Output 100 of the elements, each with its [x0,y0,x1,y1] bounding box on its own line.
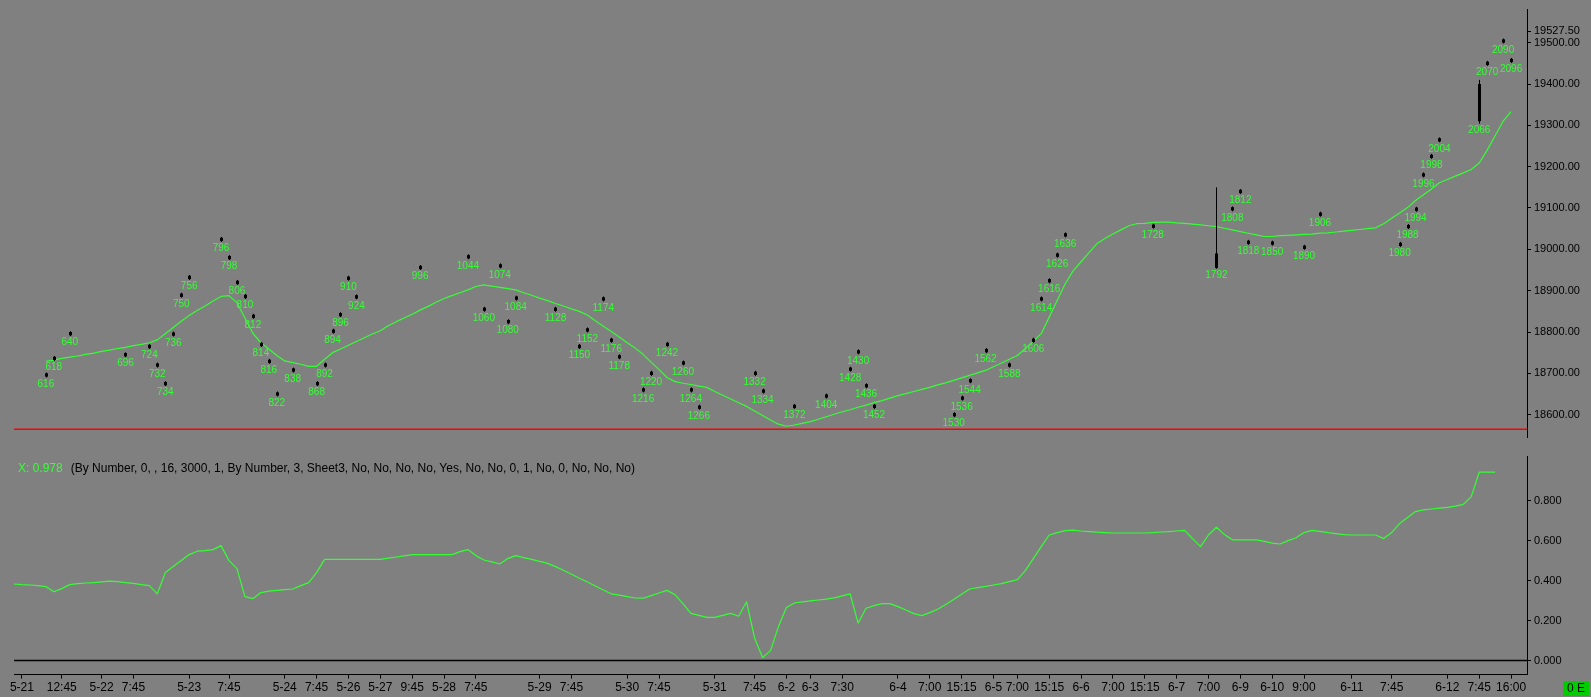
text: 1544 [958,383,981,395]
text: 1606 [1022,343,1045,354]
y-tick-label: 0.000 [1534,653,1562,666]
y-tick-label: 19400.00 [1534,77,1580,90]
text: 1372 [783,409,806,421]
text: 750 [172,297,190,309]
text: 2090 [1491,43,1515,55]
text: 2096 [1499,63,1523,75]
text: 1266 [687,409,710,421]
x-tick-label: 7:45 [217,680,242,695]
text: 1792 [1205,269,1228,281]
x-tick-label: 7:00 [1101,680,1125,695]
text: 736 [164,336,182,348]
text: 1260 [671,365,695,377]
x-tick-label: 6-2 [777,680,796,695]
annotation: (By Number, 0, , 16, 3000, 1, By Number, 3, Sheet3, No, No, No, No, Yes, No, No, 0, 1, No, 0, No, No, No) [70,460,635,475]
text: 1536 [950,400,973,412]
x-tick-label: 6-10 [1260,680,1285,695]
text: 1332 [743,376,766,388]
text: 1436 [854,388,878,400]
text: 1074 [488,268,511,280]
y-tick-label: 18600.00 [1534,407,1580,420]
x-tick-label: 6-9 [1231,680,1250,695]
text: 814 [252,347,270,359]
x-tick-label: 6-11 [1340,680,1364,695]
text: 868 [308,386,325,398]
text: 1996 [1412,177,1435,189]
annotation: X: 0.978 [18,460,64,475]
text: 1080 [496,324,519,336]
text: 1818 [1237,245,1260,257]
text: 2070 [1476,66,1499,78]
text: 1636 [1054,237,1077,249]
text: 1890 [1292,250,1316,261]
x-tick-label: 9:00 [1292,680,1317,695]
text: 822 [268,396,286,408]
x-tick-label: 5-24 [272,680,298,695]
text: 724 [141,349,158,361]
y-tick-label: 18700.00 [1534,366,1580,379]
x-tick-label: 5-22 [89,680,114,695]
text: 894 [324,333,341,345]
text: 1728 [1141,228,1164,240]
text: 640 [61,336,79,348]
x-tick-label: 15:15 [1034,680,1065,695]
x-tick-label: 15:15 [1129,680,1161,695]
x-tick-label: 5-31 [702,680,728,695]
y-tick-label: 19100.00 [1534,201,1580,214]
x-tick-label: 5-29 [527,680,552,695]
y-tick-label: 19500.00 [1534,35,1580,48]
y-tick-label: 19000.00 [1534,242,1580,255]
x-tick-label: 7:45 [1379,680,1404,695]
x-tick-label: 5-27 [368,680,393,695]
text: 810 [236,299,254,311]
x-tick-label: 7:00 [1005,680,1030,695]
x-tick-label: 5-26 [336,680,361,695]
x-tick-label: 7:45 [647,680,672,695]
x-tick-label: 7:45 [464,680,488,695]
x-tick-label: 6-7 [1167,680,1186,695]
text: 1264 [679,392,702,404]
x-tick-label: 6-4 [889,680,907,695]
x-tick-label: 6-5 [984,680,1003,695]
text: 896 [332,317,349,329]
y-tick-label: 0.200 [1534,613,1562,626]
text: 618 [45,361,63,373]
text: 1452 [862,409,886,421]
x-tick-label: 5-23 [177,680,202,695]
text: 1428 [839,371,862,383]
x-tick-label: 7:45 [304,680,329,695]
y-tick-label: 18900.00 [1534,283,1580,296]
x-tick-label: 6-12 [1435,680,1460,695]
text: 1626 [1046,257,1069,269]
x-tick-label: 7:00 [918,680,942,695]
text: 1994 [1404,211,1427,223]
text: 1430 [846,354,870,366]
text: 1808 [1221,211,1244,223]
text: 0 E [1566,681,1585,696]
text: 1216 [631,392,655,404]
text: 732 [148,367,166,379]
text: 1530 [942,417,965,429]
text: 838 [284,372,302,384]
text: 996 [411,270,429,282]
text: 1334 [751,393,774,405]
text: 798 [220,260,238,272]
text: 1614 [1030,301,1053,313]
x-tick-label: 12:45 [46,680,78,695]
y-tick-label: 0.800 [1534,493,1562,506]
text: 1044 [456,259,480,271]
text: 616 [37,377,55,389]
text: 2066 [1468,123,1491,135]
text: 756 [180,280,198,292]
text: 1176 [600,343,622,354]
y-tick-label: 19200.00 [1534,159,1580,172]
text: 806 [228,285,246,297]
text: 2004 [1428,142,1451,154]
text: 1220 [639,376,663,388]
text: 1906 [1308,216,1332,228]
x-tick-label: 9:45 [400,680,425,695]
y-tick-label: 19300.00 [1534,118,1580,131]
x-tick-label: 7:45 [121,680,146,695]
x-tick-label: 7:00 [1196,680,1221,695]
text: 1152 [576,332,599,344]
